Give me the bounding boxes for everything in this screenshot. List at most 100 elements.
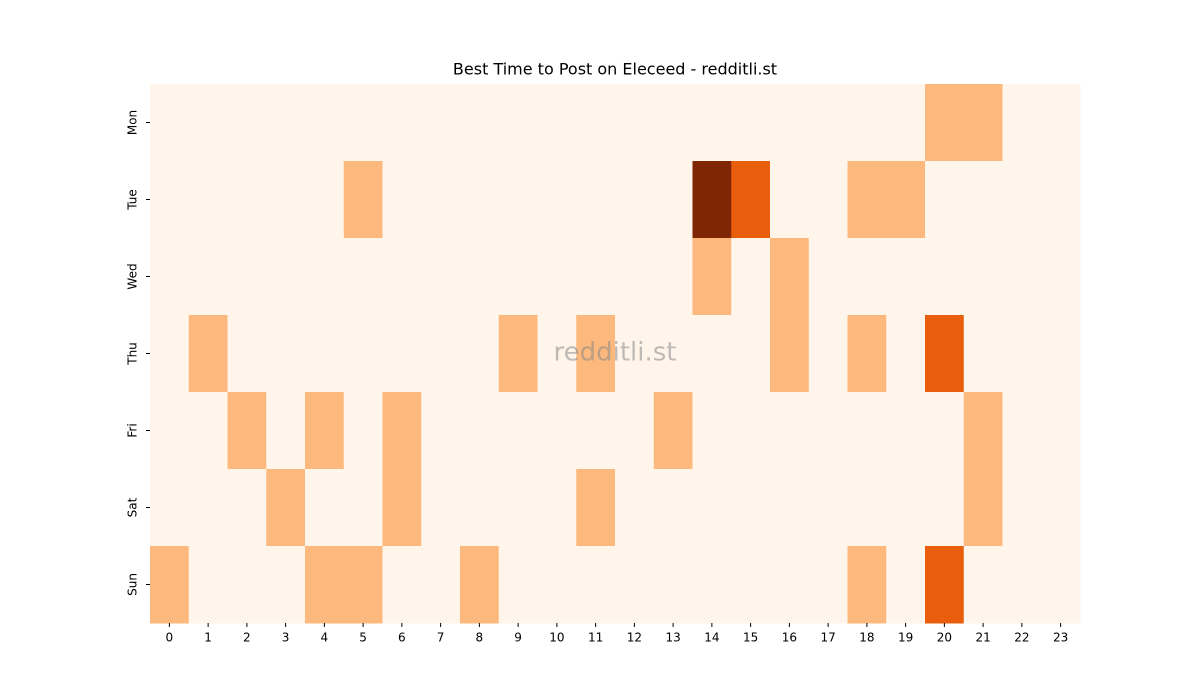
x-tick-label: 0 xyxy=(166,631,174,645)
cell xyxy=(653,469,693,547)
cell xyxy=(227,469,267,547)
x-tick-label: 4 xyxy=(321,631,329,645)
cell xyxy=(305,546,345,624)
x-tick-label: 23 xyxy=(1053,631,1068,645)
cell xyxy=(460,84,500,162)
cell xyxy=(886,546,926,624)
cell xyxy=(266,469,306,547)
cell xyxy=(925,238,965,316)
y-tick-label: Sat xyxy=(126,497,140,517)
cell xyxy=(343,469,383,547)
cell xyxy=(770,84,810,162)
cell xyxy=(770,315,810,393)
cell xyxy=(1041,84,1081,162)
cell xyxy=(770,238,810,316)
cell xyxy=(615,238,655,316)
cell xyxy=(731,392,771,470)
cell xyxy=(266,84,306,162)
cell xyxy=(343,546,383,624)
cell xyxy=(227,238,267,316)
cell xyxy=(1041,238,1081,316)
cell xyxy=(886,161,926,239)
cell xyxy=(925,84,965,162)
cell xyxy=(1041,392,1081,470)
cell xyxy=(770,161,810,239)
cell xyxy=(808,546,848,624)
cell xyxy=(847,315,887,393)
cell xyxy=(537,469,577,547)
cell xyxy=(692,161,732,239)
cell xyxy=(537,84,577,162)
cell xyxy=(460,392,500,470)
cell xyxy=(886,392,926,470)
cell xyxy=(537,238,577,316)
cell xyxy=(847,161,887,239)
x-tick-label: 6 xyxy=(398,631,406,645)
cell xyxy=(266,161,306,239)
cell xyxy=(305,84,345,162)
cell xyxy=(847,469,887,547)
cell xyxy=(1041,315,1081,393)
x-tick-label: 10 xyxy=(549,631,564,645)
cell xyxy=(305,238,345,316)
cell xyxy=(343,315,383,393)
cell xyxy=(1002,315,1042,393)
cells xyxy=(150,84,1081,624)
cell xyxy=(421,315,461,393)
cell xyxy=(770,469,810,547)
cell xyxy=(498,546,538,624)
cell xyxy=(808,469,848,547)
x-tick-label: 5 xyxy=(359,631,367,645)
cell xyxy=(576,392,616,470)
cell xyxy=(615,84,655,162)
cell xyxy=(770,546,810,624)
cell xyxy=(692,238,732,316)
y-tick-label: Tue xyxy=(126,189,140,211)
cell xyxy=(576,315,616,393)
cell xyxy=(382,315,422,393)
cell xyxy=(886,238,926,316)
cell xyxy=(731,238,771,316)
cell xyxy=(692,469,732,547)
x-tick-label: 20 xyxy=(937,631,952,645)
cell xyxy=(188,315,228,393)
cell xyxy=(731,161,771,239)
cell xyxy=(188,392,228,470)
cell xyxy=(537,315,577,393)
y-tick-label: Fri xyxy=(126,423,140,437)
cell xyxy=(343,238,383,316)
cell xyxy=(963,469,1003,547)
x-tick-label: 18 xyxy=(859,631,874,645)
cell xyxy=(421,469,461,547)
x-tick-label: 17 xyxy=(820,631,835,645)
cell xyxy=(1002,392,1042,470)
watermark: redditli.st xyxy=(554,338,677,368)
cell xyxy=(1002,84,1042,162)
cell xyxy=(498,238,538,316)
cell xyxy=(305,392,345,470)
cell xyxy=(498,84,538,162)
cell xyxy=(770,392,810,470)
cell xyxy=(460,469,500,547)
x-tick-label: 2 xyxy=(243,631,251,645)
cell xyxy=(653,161,693,239)
x-tick-label: 14 xyxy=(704,631,719,645)
cell xyxy=(150,392,190,470)
cell xyxy=(305,161,345,239)
cell xyxy=(421,546,461,624)
cell xyxy=(808,315,848,393)
cell xyxy=(537,161,577,239)
cell xyxy=(382,546,422,624)
cell xyxy=(227,161,267,239)
cell xyxy=(963,392,1003,470)
cell xyxy=(692,392,732,470)
cell xyxy=(266,238,306,316)
cell xyxy=(498,161,538,239)
cell xyxy=(1002,161,1042,239)
cell xyxy=(150,546,190,624)
cell xyxy=(731,315,771,393)
cell xyxy=(460,238,500,316)
cell xyxy=(886,315,926,393)
cell xyxy=(382,161,422,239)
